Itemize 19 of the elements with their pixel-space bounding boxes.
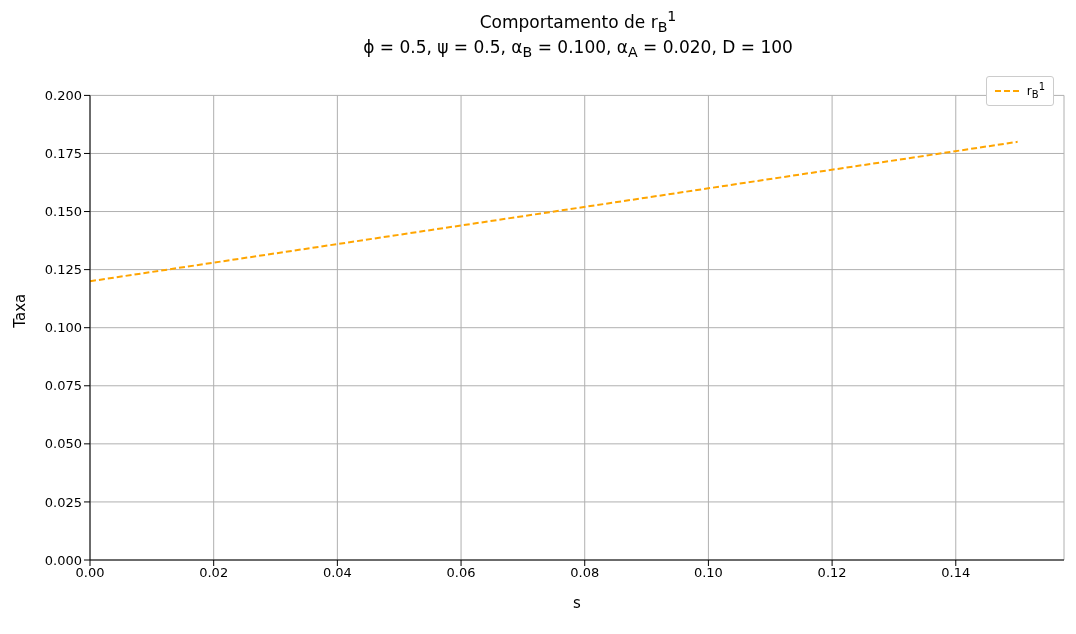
y-tick-label: 0.025 xyxy=(44,494,82,510)
x-tick-label: 0.02 xyxy=(199,565,229,581)
chart-subtitle: ϕ = 0.5, ψ = 0.5, α$_{B}$ = 0.100, α$_{A}$ = 0.020, D = 100 xyxy=(363,37,793,61)
y-tick-label: 0.200 xyxy=(44,88,82,104)
x-tick-label: 0.08 xyxy=(570,565,600,581)
x-tick-label: 0.10 xyxy=(693,565,723,581)
y-tick-label: 0.100 xyxy=(44,320,82,336)
x-tick-label: 0.14 xyxy=(941,565,971,581)
x-axis-title: s xyxy=(573,594,582,613)
x-tick-label: 0.12 xyxy=(817,565,847,581)
y-tick-label: 0.150 xyxy=(44,204,82,220)
x-tick-label: 0.04 xyxy=(322,565,352,581)
x-tick-label: 0.06 xyxy=(446,565,476,581)
y-tick-label: 0.175 xyxy=(44,146,82,162)
y-axis-title: Taxa xyxy=(11,294,30,330)
y-tick-label: 0.125 xyxy=(44,262,82,278)
line-series xyxy=(90,141,1019,283)
y-tick-label: 0.075 xyxy=(44,378,82,394)
y-tick-label: 0.050 xyxy=(44,436,82,452)
